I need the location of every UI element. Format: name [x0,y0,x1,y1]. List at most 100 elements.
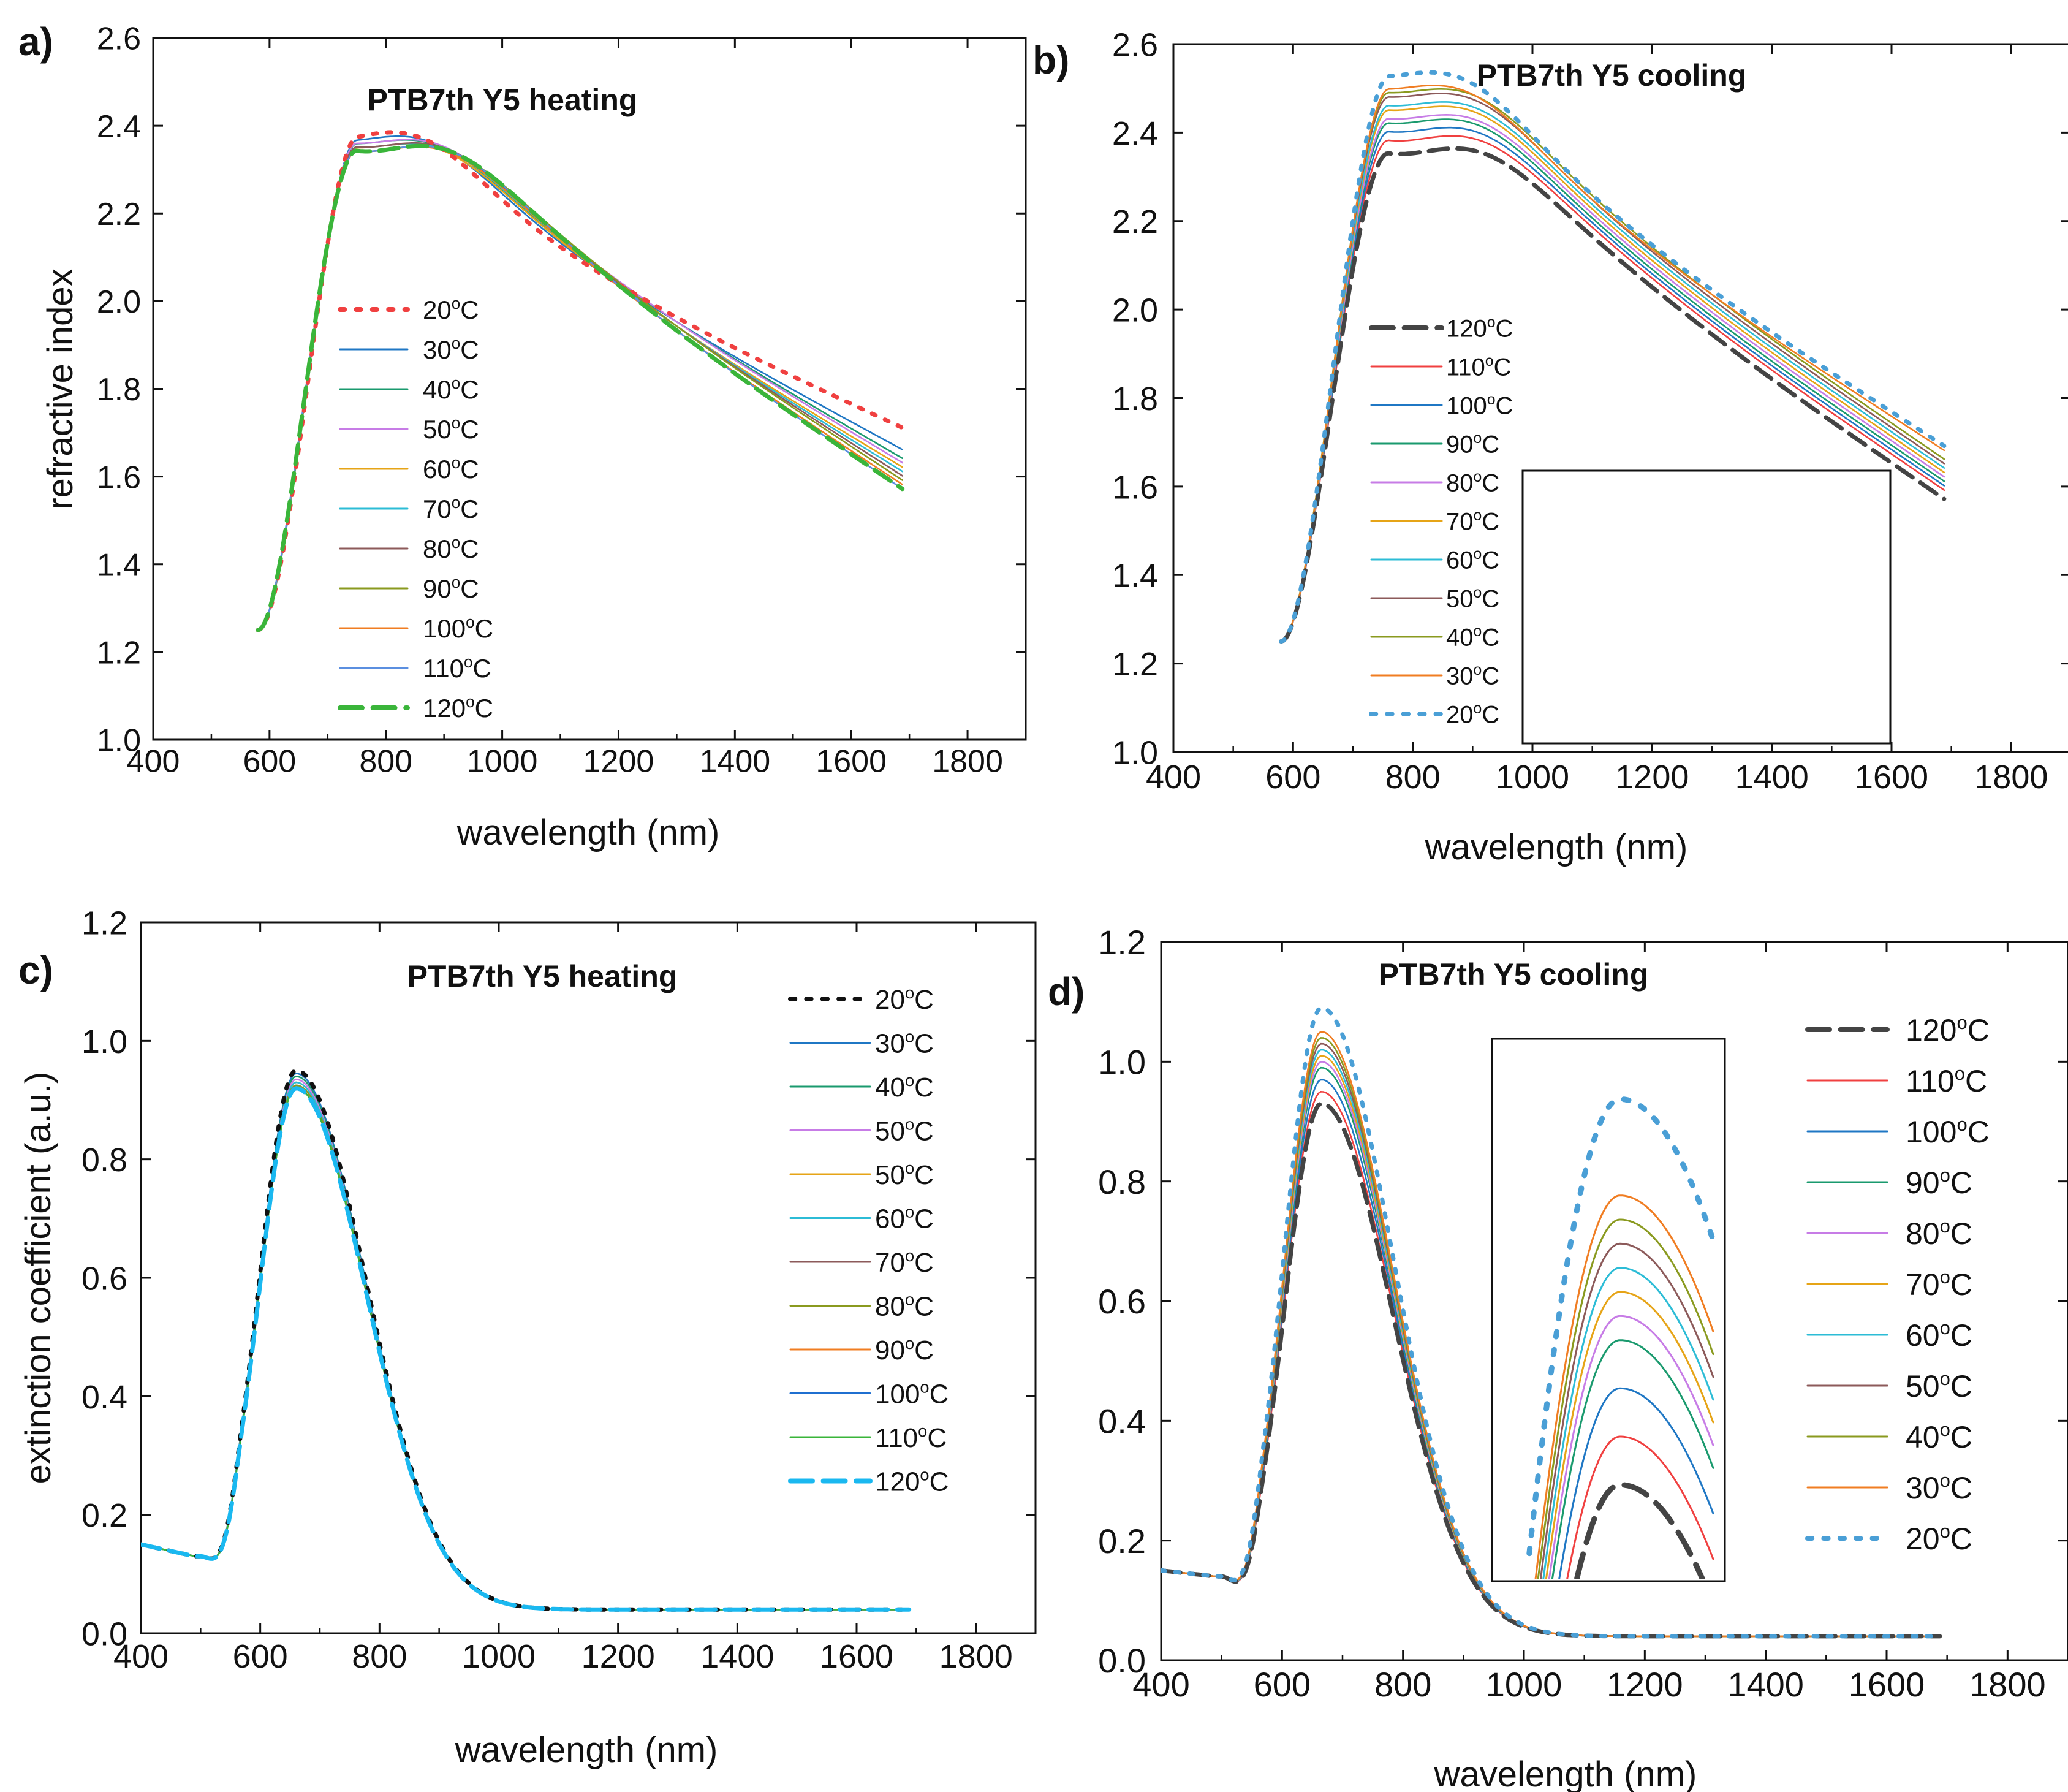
legend-degree-mark: o [452,294,460,313]
legend-label: 60oC [1906,1317,1972,1353]
legend-label: 30oC [1906,1470,1972,1505]
series-line [257,143,903,631]
legend-degree-mark: o [1487,314,1496,331]
legend-degree-mark: o [905,1246,914,1265]
x-tick-label: 600 [243,744,296,780]
y-tick-label: 0.2 [1098,1522,1146,1560]
legend-label: 90oC [1906,1164,1972,1200]
y-tick-label: 0.6 [1098,1282,1146,1321]
legend-label: 20oC [1446,700,1499,728]
panel-label: c) [18,948,53,992]
series-line [257,142,903,631]
x-tick-label: 800 [1374,1665,1431,1704]
legend-degree-mark: o [905,1071,914,1090]
x-tick-label: 400 [113,1638,169,1675]
legend-degree-mark: o [452,414,460,432]
legend-label-unit: C [1482,624,1499,651]
legend-label: 110oC [1906,1063,1987,1098]
legend-label-value: 50 [1906,1369,1940,1403]
legend-label-value: 20 [1446,701,1474,728]
inset-series-line [1526,1096,1716,1557]
series-line [1280,101,1945,642]
series-line [1280,126,1945,642]
y-tick-label: 2.0 [1112,292,1158,329]
y-tick-label: 1.0 [1098,1042,1146,1081]
series-line [141,1084,910,1611]
series-line [1280,85,1945,642]
legend-label-value: 100 [1446,392,1487,419]
y-tick-label: 0.8 [1098,1163,1146,1201]
legend-label-unit: C [1968,1013,1990,1047]
legend-degree-mark: o [466,613,474,631]
legend-label-value: 90 [875,1335,905,1365]
legend-degree-mark: o [1940,1164,1950,1186]
legend-label: 60oC [1446,546,1499,574]
series-line [1280,118,1945,642]
y-tick-label: 1.8 [1112,381,1158,417]
series-line [1161,1006,1942,1639]
panel-label: b) [1032,38,1069,82]
series-line [256,143,905,632]
legend-label-unit: C [460,455,479,484]
legend-label-unit: C [1950,1369,1972,1403]
legend-label-unit: C [460,574,479,603]
series-line [257,135,903,631]
series-line [141,1068,912,1612]
legend-label-value: 50 [423,415,452,444]
legend-label-value: 80 [875,1291,905,1321]
x-axis-label: wavelength (nm) [1425,827,1688,867]
x-tick-label: 1000 [462,1638,536,1675]
series-line [257,139,903,631]
legend-label-value: 90 [1906,1166,1940,1200]
chart-title: PTB7th Y5 heating [407,959,678,993]
legend-label: 50oC [1906,1368,1972,1403]
series-line [1279,146,1947,644]
legend-degree-mark: o [452,493,460,512]
legend-label-unit: C [1482,663,1499,689]
legend-degree-mark: o [1940,1419,1950,1440]
legend-degree-mark: o [920,1378,929,1397]
y-tick-label: 1.4 [97,547,141,583]
legend-label-unit: C [1950,1217,1972,1251]
legend-label-unit: C [1950,1267,1972,1302]
legend-label: 70oC [875,1246,934,1278]
series-line [141,1078,910,1611]
legend-label-value: 30 [1446,663,1474,689]
series-line [141,1081,910,1611]
legend-label: 80oC [1906,1215,1972,1251]
legend-label: 70oC [1446,507,1499,535]
legend-label-unit: C [1482,547,1499,574]
legend-degree-mark: o [1940,1368,1950,1389]
series-line [1280,135,1945,642]
legend-label: 70oC [1906,1266,1972,1302]
legend-label-value: 110 [1906,1064,1955,1098]
x-tick-label: 600 [233,1638,288,1675]
legend-degree-mark: o [452,374,460,392]
legend-degree-mark: o [1474,623,1482,640]
legend-label-unit: C [930,1467,949,1497]
panel-label: a) [18,20,53,64]
x-tick-label: 1200 [1615,759,1689,795]
legend-label-value: 40 [1906,1420,1940,1454]
legend-label: 120oC [423,693,493,723]
legend-label-unit: C [1482,469,1499,496]
inset-series-line [1574,1482,1706,1579]
legend-degree-mark: o [452,573,460,591]
legend-label-value: 70 [423,495,452,523]
x-tick-label: 1000 [1486,1665,1562,1704]
x-tick-label: 1800 [932,744,1003,780]
legend-label-unit: C [1482,701,1499,728]
chart-panel-b: b) PTB7th Y5 cooling 400 600 800 1000 1200 1400… [1032,26,2068,867]
x-tick-label: 1600 [1855,759,1928,795]
legend-label: 100oC [875,1378,949,1410]
legend-label: 40oC [875,1071,934,1103]
y-tick-label: 1.0 [81,1023,127,1060]
legend-degree-mark: o [1956,1114,1967,1135]
legend-label-value: 20 [423,295,452,324]
legend-label-value: 40 [875,1073,905,1103]
y-tick-label: 1.2 [1112,646,1158,683]
legend-degree-mark: o [1487,392,1496,408]
legend-label-unit: C [1482,431,1499,458]
legend-label: 60oC [875,1202,934,1234]
legend-label-unit: C [460,335,479,364]
